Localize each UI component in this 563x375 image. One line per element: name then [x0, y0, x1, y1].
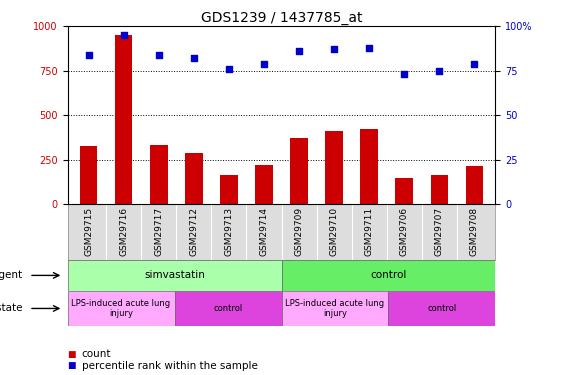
Text: GSM29717: GSM29717: [154, 207, 163, 256]
Point: [365, 45, 374, 51]
Point: [400, 71, 409, 77]
Bar: [255, 165, 272, 204]
Text: GSM29711: GSM29711: [365, 207, 374, 256]
Bar: [175, 291, 282, 326]
Bar: [325, 131, 343, 204]
Bar: [150, 146, 168, 204]
Point: [294, 48, 303, 54]
Point: [329, 46, 338, 53]
Text: GSM29716: GSM29716: [119, 207, 128, 256]
Text: ■: ■: [68, 361, 76, 370]
Text: count: count: [82, 350, 111, 359]
Bar: [80, 146, 97, 204]
Text: GSM29713: GSM29713: [225, 207, 234, 256]
Text: GSM29708: GSM29708: [470, 207, 479, 256]
Text: control: control: [370, 270, 406, 280]
Text: LPS-induced acute lung
injury: LPS-induced acute lung injury: [72, 299, 171, 318]
Text: GSM29709: GSM29709: [294, 207, 303, 256]
Text: GSM29710: GSM29710: [329, 207, 338, 256]
Text: simvastatin: simvastatin: [144, 270, 205, 280]
Title: GDS1239 / 1437785_at: GDS1239 / 1437785_at: [201, 11, 362, 25]
Bar: [466, 166, 483, 204]
Bar: [282, 260, 495, 291]
Bar: [220, 175, 238, 204]
Point: [435, 68, 444, 74]
Text: GSM29706: GSM29706: [400, 207, 409, 256]
Point: [470, 61, 479, 67]
Text: percentile rank within the sample: percentile rank within the sample: [82, 361, 257, 370]
Bar: [282, 291, 388, 326]
Text: GSM29715: GSM29715: [84, 207, 93, 256]
Text: control: control: [427, 304, 457, 313]
Text: GSM29712: GSM29712: [189, 207, 198, 256]
Text: disease state: disease state: [0, 303, 23, 313]
Bar: [360, 129, 378, 204]
Text: GSM29714: GSM29714: [260, 207, 269, 256]
Point: [84, 52, 93, 58]
Bar: [291, 138, 308, 204]
Point: [154, 52, 163, 58]
Point: [119, 32, 128, 38]
Bar: [395, 177, 413, 204]
Text: LPS-induced acute lung
injury: LPS-induced acute lung injury: [285, 299, 385, 318]
Text: agent: agent: [0, 270, 23, 280]
Bar: [68, 260, 282, 291]
Bar: [185, 153, 203, 204]
Text: ■: ■: [68, 350, 76, 359]
Bar: [388, 291, 495, 326]
Point: [260, 61, 269, 67]
Bar: [115, 35, 132, 204]
Text: GSM29707: GSM29707: [435, 207, 444, 256]
Bar: [68, 291, 175, 326]
Point: [189, 55, 198, 61]
Bar: [431, 175, 448, 204]
Text: control: control: [213, 304, 243, 313]
Point: [225, 66, 234, 72]
